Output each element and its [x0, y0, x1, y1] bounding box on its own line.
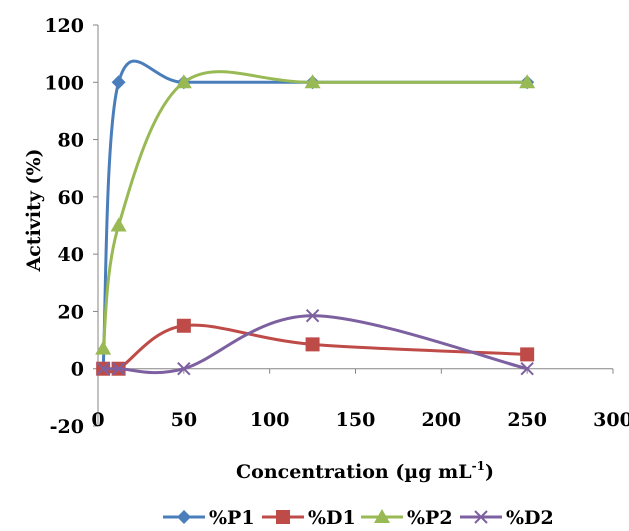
x-tick-label: 50: [171, 409, 197, 431]
x-tick-label: 300: [593, 409, 629, 431]
data-point: [110, 217, 127, 232]
data-point: [305, 337, 320, 352]
data-point: [111, 75, 126, 90]
x-tick-label: 250: [507, 409, 547, 431]
series-pct-p2: [95, 70, 536, 355]
series-pct-d2: [96, 309, 534, 376]
x-axis-title-sup: -1: [472, 459, 485, 473]
legend-item: %P2: [361, 507, 453, 529]
y-tick-label: 80: [58, 130, 84, 152]
x-axis-title-main: Concentration (µg mL: [236, 461, 472, 483]
series-pct-d1: [96, 318, 535, 376]
data-point: [95, 340, 112, 355]
data-point: [520, 347, 535, 362]
x-axis-title-suffix: ): [485, 461, 494, 483]
legend-label: %D1: [308, 507, 356, 529]
data-point: [177, 362, 191, 376]
legend-label: %P1: [209, 507, 255, 529]
series-layer: [95, 59, 536, 376]
x-tick-label: 0: [91, 409, 104, 431]
data-point: [304, 74, 321, 89]
data-point: [305, 309, 320, 323]
legend-item: %D2: [460, 507, 554, 529]
x-tick-label: 200: [421, 409, 461, 431]
legend: %P1 %D1 %P2 %D2: [163, 507, 554, 529]
y-tick-label: 0: [71, 359, 84, 381]
legend-label: %P2: [407, 507, 453, 529]
legend-marker: [177, 510, 191, 524]
y-tick-label: 60: [58, 187, 84, 209]
y-tick-label: -20: [50, 416, 84, 438]
data-point: [96, 362, 110, 376]
data-point: [519, 74, 536, 89]
y-tick-label: 100: [44, 72, 84, 94]
x-tick-label: 100: [250, 409, 290, 431]
data-point: [520, 362, 534, 376]
y-tick-label: 20: [58, 301, 84, 323]
legend-marker: [276, 510, 290, 524]
legend-item: %D1: [262, 507, 356, 529]
legend-marker: [474, 510, 488, 524]
y-tick-label: 120: [44, 15, 84, 37]
legend-marker: [374, 509, 390, 523]
x-axis-title: Concentration (µg mL-1): [236, 459, 494, 483]
axes: -20 0 20 40 60 80 100 120 0 50 100 150 200 250 300: [44, 15, 629, 438]
data-point: [176, 318, 191, 333]
y-axis-title: Activity (%): [23, 148, 45, 272]
data-point: [175, 74, 192, 89]
data-point: [111, 362, 126, 376]
series-line: [101, 70, 528, 349]
legend-item: %P1: [163, 507, 255, 529]
series-line: [101, 59, 528, 369]
legend-label: %D2: [506, 507, 554, 529]
x-tick-label: 150: [336, 409, 376, 431]
y-tick-label: 40: [58, 244, 84, 266]
